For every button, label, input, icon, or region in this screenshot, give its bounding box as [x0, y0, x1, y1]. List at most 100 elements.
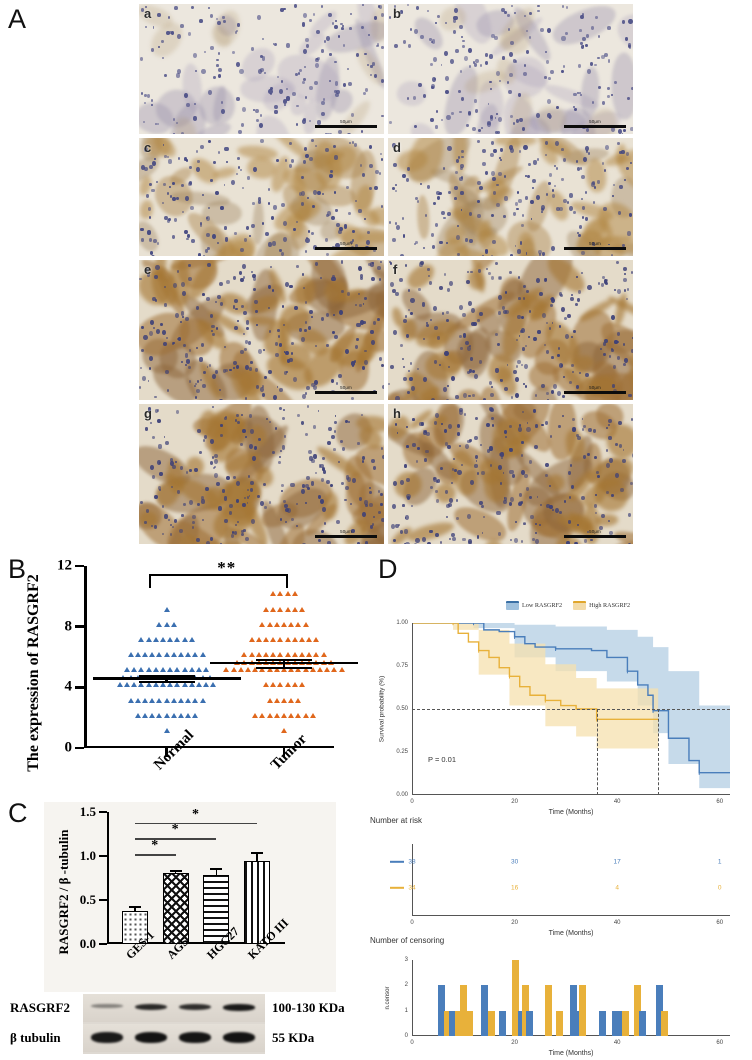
scale-bar: 50μm [315, 529, 377, 538]
panel-b-data-point [255, 636, 262, 642]
km-curve-high [412, 623, 659, 721]
blot-lane-row-1 [83, 1024, 265, 1052]
panel-b-data-point [273, 712, 280, 718]
panel-b-data-point [266, 697, 273, 703]
panel-b-data-point [309, 667, 316, 673]
ihc-panel-label-f: f [393, 262, 398, 277]
panel-b-data-point [306, 652, 313, 657]
panel-b-data-point [266, 712, 273, 718]
panel-b-data-point [252, 712, 259, 718]
panel-c-y-tick [99, 810, 107, 814]
panel-b-data-point [145, 667, 152, 673]
risk-value: 34 [408, 884, 416, 892]
panel-b-data-point [295, 621, 302, 627]
risk-value: 38 [408, 858, 416, 866]
panel-d-survival-analysis: Survival probability (%) Time (Months) P… [370, 548, 752, 1060]
panel-c-error-bar [133, 906, 136, 912]
ihc-row: c 50μm d 50μm [139, 138, 633, 256]
panel-b-dotplot: The expression of RASGRF2 0 4 8 12 ** Normal… [0, 548, 370, 798]
blot-band [223, 1004, 255, 1011]
panel-c-y-axis [107, 812, 110, 944]
panel-b-data-point [302, 621, 309, 627]
panel-b-data-point [145, 636, 152, 642]
risk-x-axis [412, 915, 730, 916]
risk-y-axis [412, 844, 413, 916]
panel-b-data-point [181, 682, 188, 688]
panel-b-error-cap [256, 659, 312, 662]
panel-a-ihc-grid: a 50μm b 50μm c 50μm d 50μm e 50μm f 50μm g 50μm h 50μm [139, 4, 633, 544]
panel-b-data-point [263, 682, 269, 688]
panel-b-data-point [131, 667, 138, 673]
panel-b-data-point [185, 712, 192, 718]
blot-band [91, 1004, 123, 1008]
censoring-y-tick-label: 3 [404, 957, 408, 963]
panel-c-barchart-blot: RASGRF2 / β -tubulin 0.0 0.5 1.0 1.5 * * * GES… [0, 796, 370, 1060]
panel-b-data-point [167, 667, 174, 673]
scale-bar-text: 50μm [589, 385, 601, 390]
legend-swatch-low-icon [506, 601, 519, 610]
panel-b-y-tick [75, 686, 84, 689]
ihc-panel-label-h: h [393, 406, 401, 421]
ihc-panel-label-g: g [144, 406, 152, 421]
panel-b-data-point [309, 712, 316, 718]
panel-b-data-point [167, 636, 174, 642]
ihc-panel-label-c: c [144, 140, 152, 155]
censoring-x-tick-label: 40 [613, 1040, 621, 1046]
risk-value: 30 [510, 858, 519, 866]
km-y-tick-label: 0.50 [396, 706, 408, 712]
panel-b-error-cap [138, 681, 195, 684]
ihc-image-h: h 50μm [388, 404, 633, 544]
panel-letter-a: A [8, 4, 27, 34]
km-x-axis [412, 794, 730, 795]
km-x-tick-label: 0 [410, 799, 414, 805]
panel-b-error-bar [282, 659, 286, 667]
censoring-bar-chart: n.censor Time (Months) 0 1 2 3 0 20 40 60 [385, 957, 730, 1057]
panel-b-y-tick [75, 564, 84, 568]
panel-b-data-point [210, 682, 217, 688]
scale-bar-line [315, 391, 377, 394]
panel-b-data-point [252, 667, 259, 673]
tissue-texture [139, 4, 384, 134]
panel-b-data-point [181, 636, 188, 642]
panel-b-error-cap [138, 675, 195, 678]
panel-b-data-point [291, 636, 298, 642]
panel-b-y-axis [84, 566, 87, 748]
panel-b-data-point [138, 636, 145, 642]
panel-b-data-point [152, 682, 159, 688]
tissue-texture [388, 404, 633, 544]
risk-table-title: Number at risk [370, 816, 423, 825]
scale-bar-line [564, 391, 626, 394]
panel-b-data-point [270, 652, 277, 657]
blot-band [179, 1004, 211, 1011]
ihc-image-b: b 50μm [388, 4, 633, 134]
censoring-bar-low [569, 985, 577, 1036]
panel-b-data-point [277, 606, 284, 612]
panel-b-data-point [291, 652, 298, 657]
censoring-x-tick-label: 60 [716, 1040, 724, 1046]
ihc-row: e 50μm f 50μm [139, 260, 633, 400]
panel-b-data-point [281, 712, 287, 718]
panel-b-data-point [299, 682, 305, 688]
blot-row-label-1: β tubulin [10, 1030, 61, 1045]
panel-c-bar-ges-1 [121, 911, 148, 944]
panel-c-y-axis-label: RASGRF2 / β -tubulin [56, 829, 71, 955]
panel-b-data-point [159, 667, 166, 673]
km-legend-item-low: Low RASGRF2 [506, 601, 562, 610]
panel-b-data-point [324, 667, 331, 673]
panel-b-data-point [131, 682, 138, 688]
risk-value: 16 [510, 884, 519, 892]
panel-b-data-point [273, 621, 280, 627]
scale-bar: 50μm [564, 385, 626, 394]
panel-b-data-point [302, 712, 309, 718]
panel-b-data-point [288, 697, 295, 703]
km-x-tick-label: 60 [716, 799, 724, 805]
panel-c-y-tick-label: 1.5 [79, 804, 96, 819]
censoring-bar-low [449, 1010, 457, 1036]
ihc-image-g: g 50μm [139, 404, 384, 544]
western-blot-image [83, 994, 265, 1054]
scale-bar: 50μm [564, 119, 626, 128]
panel-b-data-point [259, 712, 266, 718]
panel-b-data-point [195, 667, 202, 673]
censoring-bar-high [522, 985, 530, 1036]
panel-b-y-tick [75, 746, 84, 750]
